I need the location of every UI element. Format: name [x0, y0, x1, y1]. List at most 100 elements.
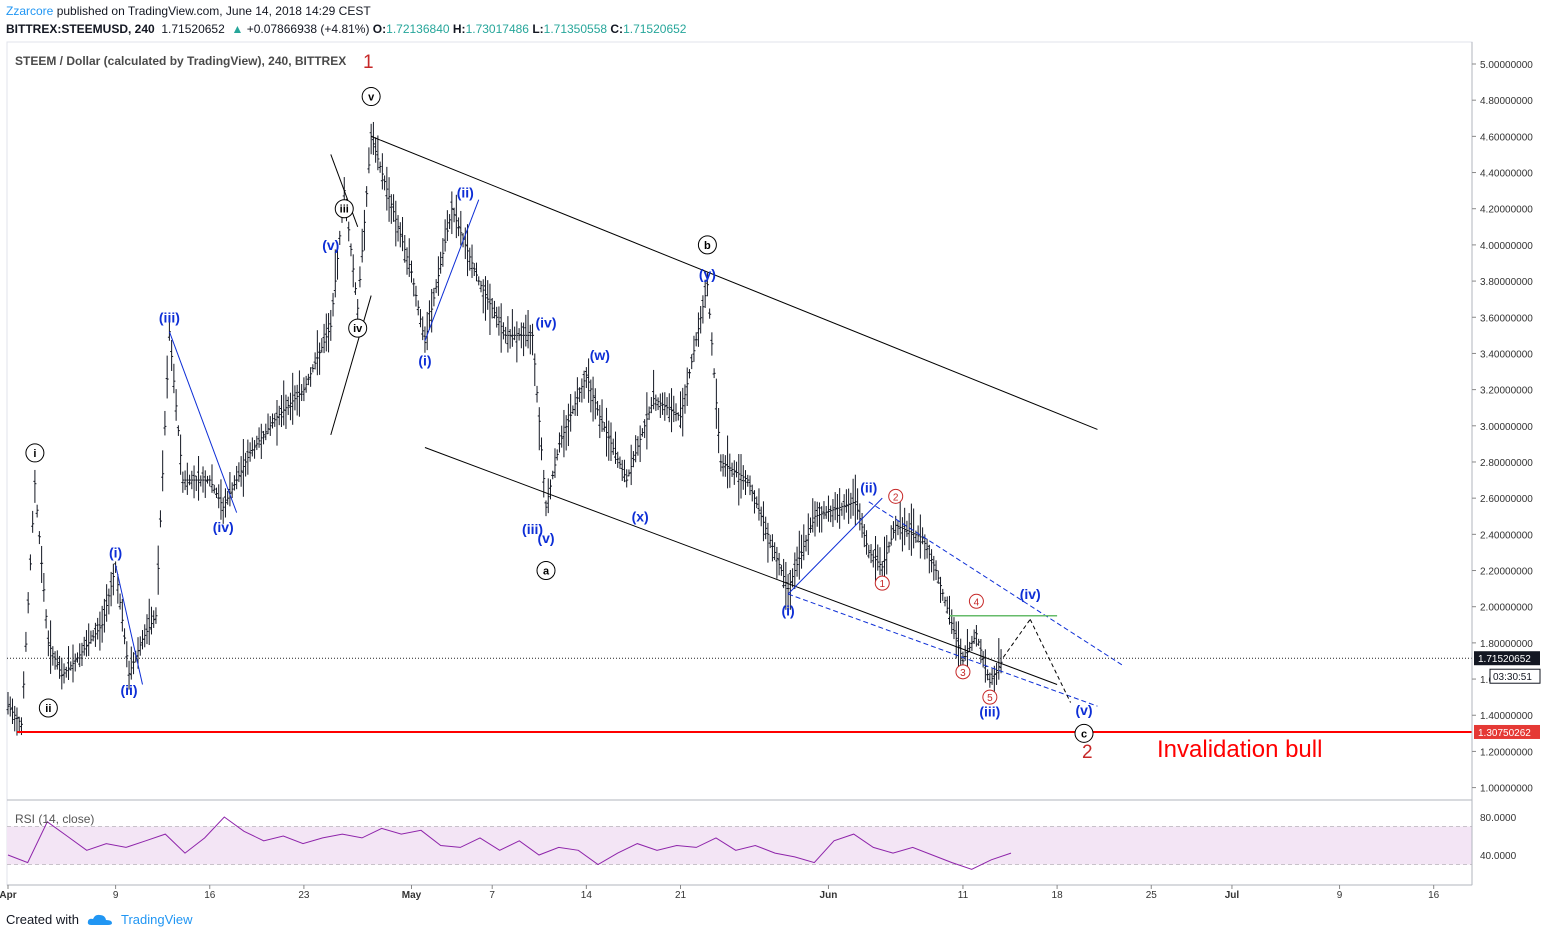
channel-lower-line	[424, 447, 1058, 685]
symbol-label: BITTREX:STEEMUSD, 240	[6, 22, 155, 36]
dashed-upper-line	[868, 501, 1125, 667]
wave-circle	[874, 575, 890, 591]
x-tick-label: May	[402, 890, 422, 901]
current-price-tag-bg	[1474, 651, 1540, 666]
tradingview-brand-link[interactable]: TradingView	[120, 912, 193, 927]
y-tick-label: 2.80000000	[1480, 458, 1533, 469]
y-tick-label: 3.40000000	[1480, 349, 1533, 360]
y-tick-label: 2.60000000	[1480, 494, 1533, 505]
wave-line	[168, 331, 238, 513]
y-tick-label: 4.00000000	[1480, 241, 1533, 252]
wave-overlays	[7, 135, 1472, 733]
wave-circle	[25, 443, 45, 463]
wave-label: (ii)	[120, 682, 137, 698]
x-tick-label: 21	[675, 890, 687, 901]
y-tick-label: 3.80000000	[1480, 277, 1533, 288]
wave-circle	[1074, 723, 1094, 743]
publisher-name[interactable]: Zzarcore	[6, 4, 54, 18]
wave-label: 2	[893, 492, 899, 503]
wave-circle	[334, 199, 354, 219]
y-tick-label: 3.20000000	[1480, 386, 1533, 397]
wedge-line	[330, 154, 359, 227]
x-tick-label: Apr	[0, 890, 17, 901]
x-tick-label: 18	[1052, 890, 1064, 901]
wave-label: 5	[987, 693, 993, 704]
y-tick-label: 1.80000000	[1480, 639, 1533, 650]
wave-circle	[955, 664, 971, 680]
countdown-label: 03:30:51	[1493, 672, 1532, 683]
wave-label: (iv)	[536, 315, 557, 331]
y-tick-label: 1.40000000	[1480, 711, 1533, 722]
wave-label: (x)	[632, 508, 649, 524]
rsi-y-tick-label: 40.0000	[1480, 851, 1517, 862]
wave-line	[787, 497, 883, 595]
high-label: H:	[452, 22, 466, 36]
publish-info: Zzarcore published on TradingView.com, J…	[6, 4, 371, 18]
y-tick-label: 2.00000000	[1480, 603, 1533, 614]
x-tick-label: 11	[958, 890, 969, 901]
current-price-tag: 1.71520652	[1478, 654, 1531, 665]
high-value: 1.73017486	[465, 22, 529, 36]
wave-line	[424, 199, 480, 341]
wave-label: b	[704, 240, 711, 252]
wave-label: (iv)	[213, 519, 234, 535]
wave-circle	[536, 561, 556, 581]
y-tick-label: 4.60000000	[1480, 132, 1533, 143]
countdown-bg	[1489, 668, 1541, 684]
wave-circle	[888, 488, 904, 504]
wave-label: (v)	[1075, 702, 1092, 718]
published-text: published on TradingView.com, June 14, 2…	[56, 4, 371, 18]
wave-label: 1	[879, 579, 885, 590]
y-tick-label: 4.80000000	[1480, 96, 1533, 107]
rsi-y-tick-label: 80.0000	[1480, 813, 1517, 824]
wave-label: (v)	[537, 530, 554, 546]
wave-labels: viiiiviiibac(i)(ii)(iii)(iv)(v)(i)(ii)(i…	[25, 87, 1094, 743]
wave-label: (iv)	[1020, 586, 1041, 602]
change-arrow-icon: ▲	[231, 22, 244, 36]
y-tick-label: 3.60000000	[1480, 313, 1533, 324]
tradingview-cloud-icon	[87, 914, 112, 925]
close-value: 1.71520652	[623, 22, 687, 36]
x-tick-label: 16	[1428, 890, 1440, 901]
y-tick-label: 1.00000000	[1480, 784, 1533, 795]
wave-label: (ii)	[860, 479, 877, 495]
projection-line	[1002, 619, 1031, 658]
y-tick-label: 1.20000000	[1480, 747, 1533, 758]
count-2-label: 2	[1082, 742, 1093, 763]
low-label: L:	[532, 22, 544, 36]
x-tick-label: 9	[113, 890, 119, 901]
y-tick-label: 5.00000000	[1480, 60, 1533, 71]
x-tick-label: 14	[581, 890, 593, 901]
invalidation-price-tag-bg	[1474, 724, 1540, 739]
open-label: O:	[372, 22, 387, 36]
low-value: 1.71350558	[543, 22, 608, 36]
wave-label: (y)	[699, 266, 716, 282]
wave-label: (i)	[781, 602, 794, 618]
wave-label: (iii)	[522, 521, 543, 537]
wave-label: (i)	[109, 544, 122, 560]
x-tick-label: 23	[298, 890, 310, 901]
rsi-band	[7, 826, 1472, 865]
wave-label: (i)	[418, 353, 431, 369]
y-tick-label: 3.00000000	[1480, 422, 1533, 433]
y-tick-label: 4.20000000	[1480, 205, 1533, 216]
wedge-line	[330, 295, 372, 435]
wave-label: v	[368, 92, 375, 104]
chart-frame	[6, 41, 1473, 886]
wave-label: (iii)	[979, 704, 1000, 720]
x-tick-label: 7	[489, 890, 495, 901]
price-change: +0.07866938 (+4.81%)	[246, 22, 370, 36]
x-tick-label: 16	[204, 890, 216, 901]
created-with-label: Created with	[6, 912, 79, 927]
x-tick-label: 25	[1146, 890, 1158, 901]
wave-label: (w)	[590, 347, 610, 363]
wave-circle	[968, 593, 984, 609]
open-value: 1.72136840	[386, 22, 450, 36]
count-1-label: 1	[363, 52, 374, 73]
x-tick-label: Jun	[820, 890, 838, 901]
projection-line	[1029, 619, 1071, 703]
close-label: C:	[610, 22, 624, 36]
invalidation-text: Invalidation bull	[1157, 736, 1322, 763]
rsi-label: RSI (14, close)	[15, 812, 94, 826]
